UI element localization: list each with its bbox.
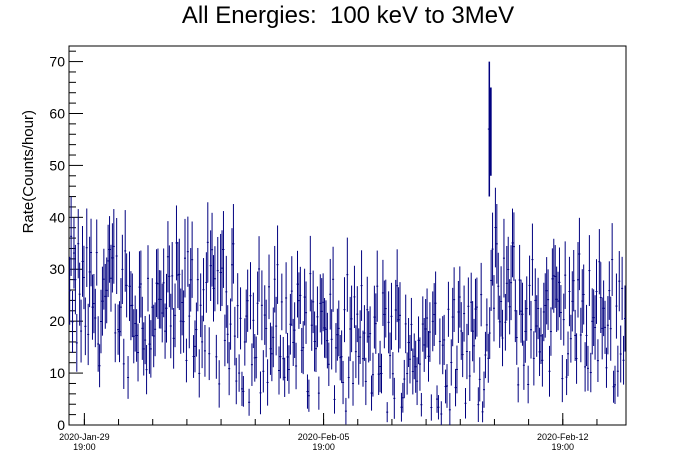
x-tick-label-date: 2020-Feb-12 xyxy=(537,432,589,442)
y-tick-label: 20 xyxy=(49,313,65,329)
y-tick-label: 10 xyxy=(49,365,65,381)
y-tick-label: 40 xyxy=(49,209,65,225)
y-tick-label: 30 xyxy=(49,261,65,277)
y-tick-label: 70 xyxy=(49,54,65,70)
data-series xyxy=(68,61,626,425)
y-axis: 0 10 20 30 40 50 60 70 xyxy=(49,50,83,433)
x-tick-label-date: 2020-Feb-05 xyxy=(298,432,350,442)
chart-title: All Energies: 100 keV to 3MeV xyxy=(181,2,515,29)
y-tick-label: 60 xyxy=(49,105,65,121)
y-tick-label: 50 xyxy=(49,157,65,173)
x-tick-label-time: 19:00 xyxy=(552,442,575,452)
y-tick-label: 0 xyxy=(57,417,65,433)
x-tick-label-time: 19:00 xyxy=(73,442,96,452)
x-tick-label-time: 19:00 xyxy=(312,442,335,452)
plot-frame xyxy=(68,45,627,426)
x-tick-label-date: 2020-Jan-29 xyxy=(59,432,110,442)
x-axis: 2020-Jan-2919:002020-Feb-0519:002020-Feb… xyxy=(59,413,598,452)
